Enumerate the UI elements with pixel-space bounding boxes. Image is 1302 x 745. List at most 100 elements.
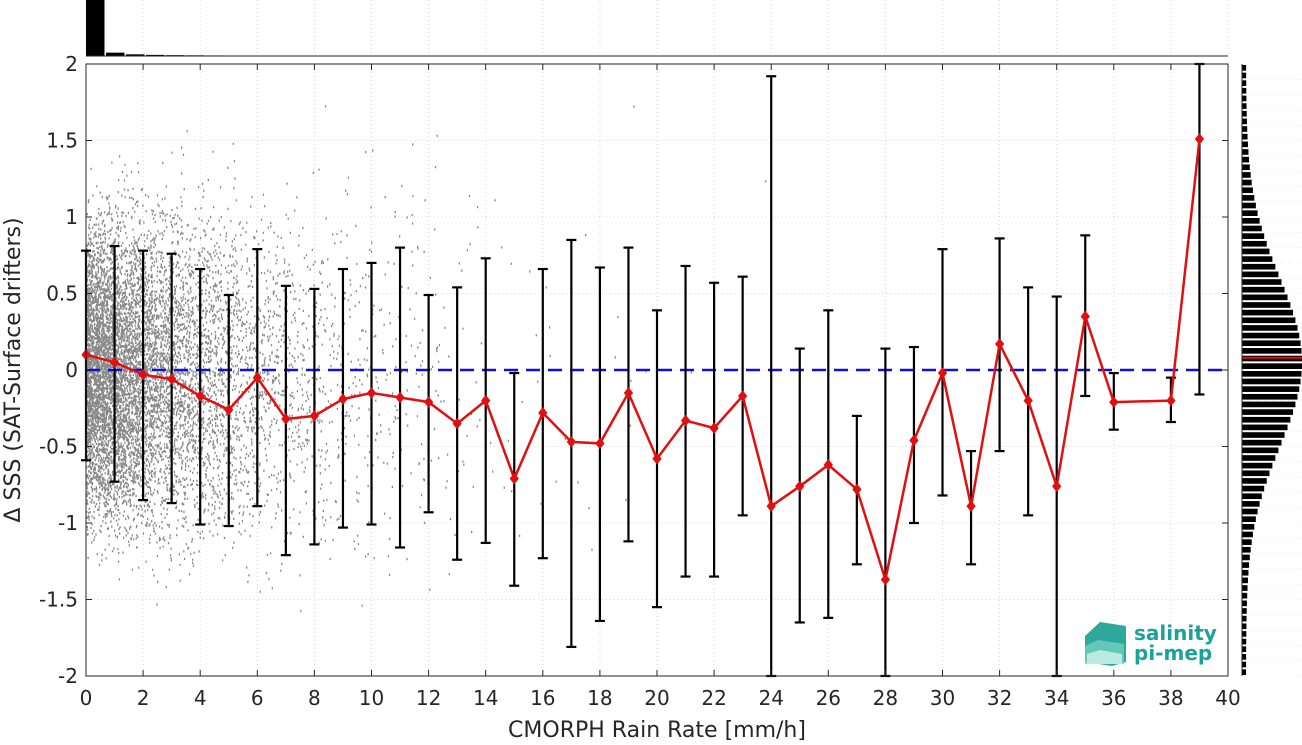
x-tick-label: 12 [416, 686, 441, 710]
mean-marker [1194, 133, 1205, 145]
x-tick-label: 36 [1101, 686, 1126, 710]
right-hist-bar [1242, 179, 1252, 186]
right-hist-bar [1242, 554, 1250, 561]
y-tick-label: -1.5 [39, 588, 78, 612]
y-tick-label: 2 [65, 52, 78, 76]
right-hist-bar [1242, 516, 1256, 522]
right-hist-bar [1242, 416, 1291, 423]
mean-marker [566, 436, 576, 448]
x-tick-label: 6 [251, 686, 264, 710]
right-hist-bar [1242, 608, 1247, 614]
mean-marker [937, 367, 948, 379]
right-hist-bar [1242, 363, 1302, 369]
scatter-cloud [86, 105, 767, 613]
right-hist-bar [1242, 149, 1249, 155]
y-tick-label: 0 [65, 358, 78, 382]
y-axis-ticks: 2 1.5 1 0.5 0 -0.5 -1 -1.5 -2 [39, 52, 1228, 688]
right-hist-bar [1242, 340, 1301, 347]
y-tick-label: -2 [58, 664, 78, 688]
right-hist-bar [1242, 524, 1255, 530]
right-hist-bar [1242, 271, 1279, 278]
mean-marker [1109, 396, 1119, 408]
right-hist-bar [1242, 118, 1247, 125]
x-tick-label: 16 [530, 686, 555, 710]
right-hist-bar [1242, 401, 1296, 408]
right-hist-bar [1242, 294, 1288, 301]
right-hist-bar [1242, 600, 1247, 607]
right-hist-bar [1242, 110, 1247, 117]
right-hist-bar [1242, 80, 1247, 86]
right-hist-bar [1242, 654, 1247, 660]
right-hist-bar [1242, 141, 1248, 148]
right-hist-bar [1242, 218, 1260, 224]
right-hist-bar [1242, 263, 1276, 270]
right-hist-bar [1242, 631, 1247, 637]
y-tick-label: -0.5 [39, 435, 78, 459]
right-hist-bar [1242, 172, 1251, 178]
x-tick-label: 22 [701, 686, 726, 710]
right-hist-bar [1242, 248, 1270, 255]
y-tick-label: 1 [65, 205, 78, 229]
x-tick-label: 8 [308, 686, 321, 710]
right-hist-bar [1242, 615, 1247, 622]
mean-marker [966, 500, 976, 512]
right-hist-bar [1242, 65, 1247, 71]
mean-marker [1023, 394, 1033, 407]
x-tick-label: 24 [758, 686, 783, 710]
mean-marker [338, 393, 348, 405]
x-tick-label: 18 [587, 686, 612, 710]
x-tick-label: 34 [1044, 686, 1069, 710]
right-hist-bar [1242, 669, 1247, 675]
right-hist-bar [1242, 439, 1282, 446]
mean-marker [1080, 310, 1090, 323]
right-hist-bar [1242, 592, 1248, 599]
mean-marker [538, 407, 548, 419]
right-hist-bar [1242, 378, 1301, 385]
right-hist-bar [1242, 103, 1247, 109]
top-marginal-histogram [85, 0, 1229, 57]
right-hist-bar [1242, 225, 1262, 232]
salinity-pimep-logo: salinity pi-mep [1085, 621, 1217, 666]
mean-marker [680, 414, 691, 427]
right-hist-bar [1242, 195, 1255, 201]
mean-markers [81, 133, 1205, 586]
right-hist-bar [1242, 164, 1250, 171]
y-tick-label: -1 [58, 511, 78, 535]
mean-marker [909, 434, 919, 447]
mean-marker [766, 500, 776, 512]
right-hist-bar [1242, 72, 1247, 79]
mean-marker [595, 437, 605, 450]
mean-marker [509, 472, 519, 485]
mean-marker [138, 368, 148, 381]
right-hist-bar [1242, 286, 1285, 293]
x-tick-label: 4 [194, 686, 207, 710]
right-hist-bar [1242, 508, 1258, 515]
mean-marker [652, 452, 662, 465]
y-tick-label: 1.5 [46, 129, 78, 153]
top-hist-bar [125, 54, 145, 56]
mean-marker [1166, 394, 1176, 407]
logo-line2: pi-mep [1134, 641, 1212, 665]
mean-marker [623, 387, 634, 399]
x-tick-label: 40 [1215, 686, 1240, 710]
right-hist-bar [1242, 393, 1298, 400]
mean-marker [994, 338, 1005, 350]
right-hist-bar [1242, 531, 1253, 538]
mean-marker [224, 403, 234, 416]
mean-marker [366, 387, 377, 399]
mean-marker [452, 417, 462, 430]
right-hist-bar [1242, 348, 1302, 354]
right-hist-bar [1242, 233, 1265, 239]
x-tick-label: 2 [137, 686, 150, 710]
right-hist-bar [1242, 133, 1248, 140]
right-hist-bar [1242, 623, 1247, 630]
right-hist-bar [1242, 409, 1294, 415]
logo-waves-icon [1085, 622, 1126, 666]
mean-marker [823, 459, 833, 471]
x-tick-label: 10 [359, 686, 384, 710]
mean-marker [309, 410, 320, 422]
right-marginal-histogram [1240, 63, 1302, 677]
x-axis-title: CMORPH Rain Rate [mm/h] [508, 718, 806, 743]
mean-marker [167, 373, 177, 385]
y-axis-title: Δ SSS (SAT-Surface drifters) [1, 217, 26, 522]
